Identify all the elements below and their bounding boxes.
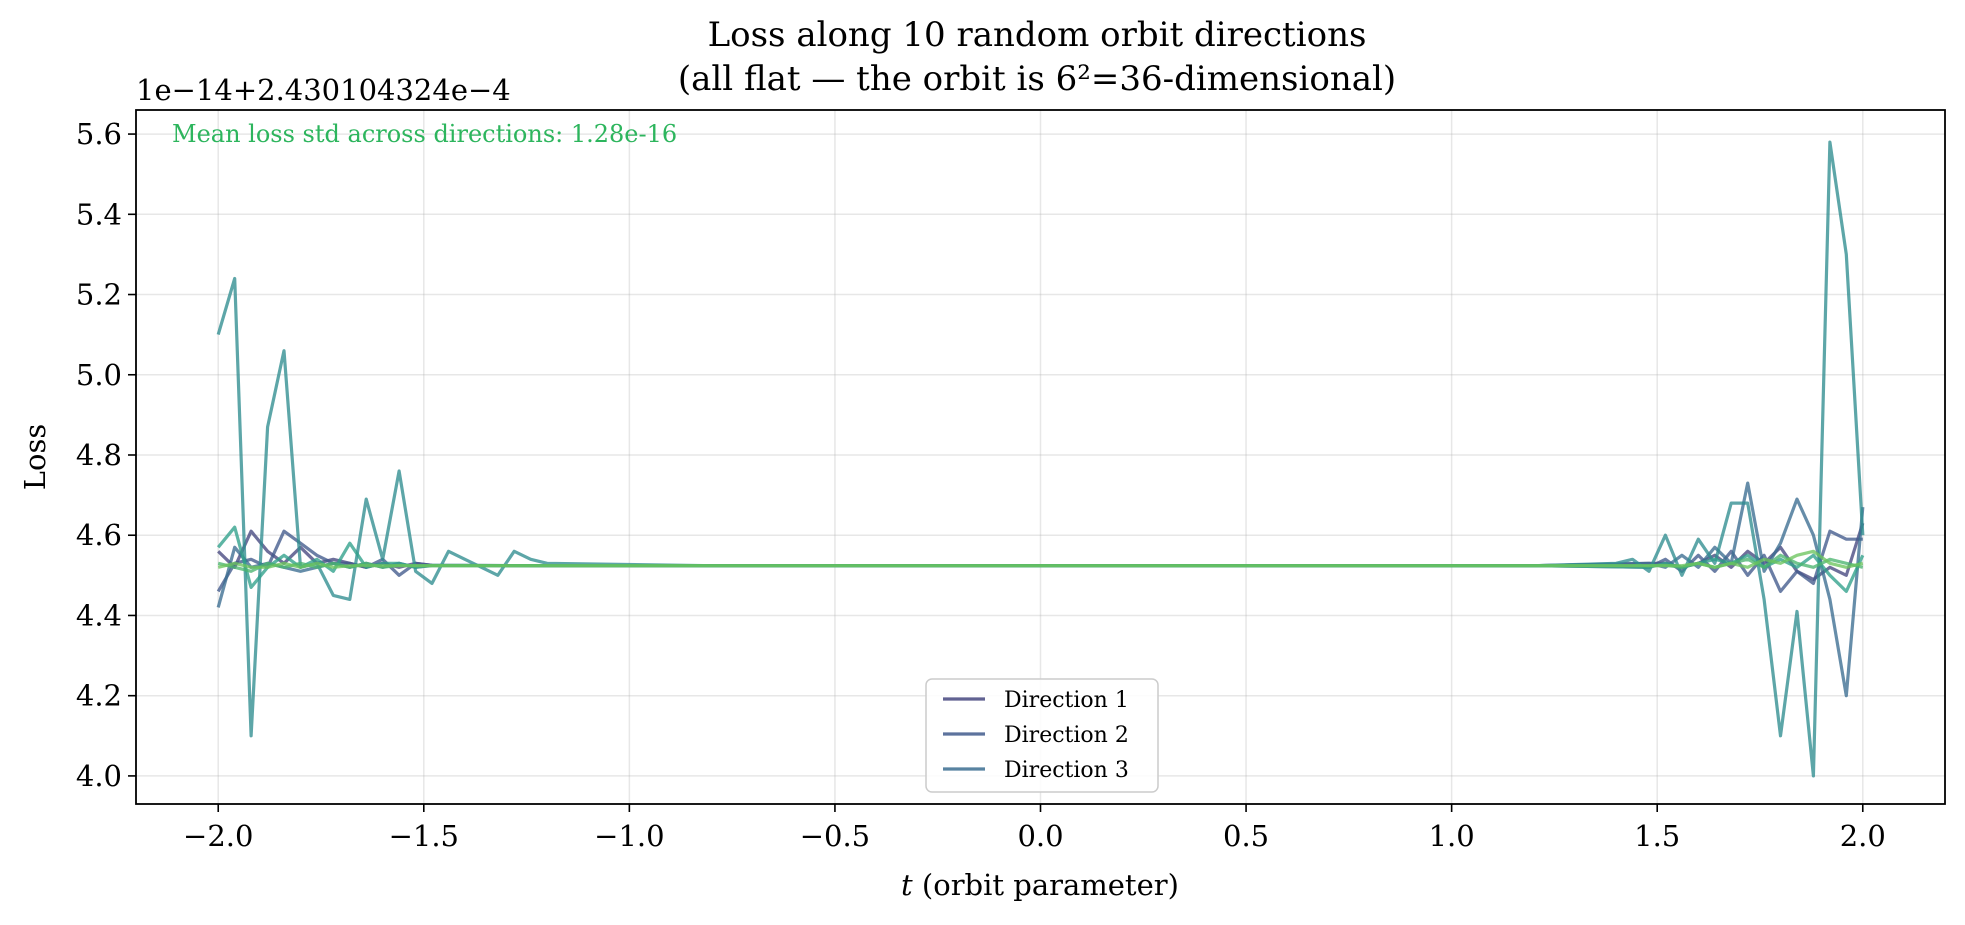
- series-lines: [216, 140, 1865, 778]
- y-axis-label: Loss: [18, 424, 52, 490]
- std-annotation: Mean loss std across directions: 1.28e-1…: [172, 120, 677, 148]
- y-tick-label: 5.4: [76, 197, 122, 231]
- x-tick-label: −1.0: [594, 819, 664, 853]
- grid-lines: [136, 110, 1945, 804]
- y-tick-label: 4.0: [76, 759, 122, 793]
- x-tick-label: −2.0: [183, 819, 253, 853]
- chart-subtitle: (all flat — the orbit is 6²=36-dimension…: [678, 59, 1396, 99]
- legend-label: Direction 3: [1004, 758, 1129, 783]
- y-tick-label: 4.6: [76, 518, 122, 552]
- x-tick-label: −1.5: [389, 819, 459, 853]
- y-axis-offset-text: 1e−14+2.430104324e−4: [136, 73, 511, 107]
- x-tick-label: 1.5: [1634, 819, 1680, 853]
- legend: Direction 1 Direction 2 Direction 3: [925, 678, 1159, 793]
- y-tick-label: 4.2: [76, 679, 122, 713]
- x-tick-label: 0.0: [1017, 819, 1063, 853]
- x-axis-label-symbol: t: [901, 868, 913, 902]
- legend-box: [925, 678, 1159, 793]
- y-tick-label: 5.0: [76, 358, 122, 392]
- x-axis-label: t (orbit parameter): [901, 868, 1179, 902]
- legend-label: Direction 1: [1004, 688, 1129, 713]
- y-axis-ticks: 4.0 4.2 4.4 4.6 4.8 5.0 5.2 5.4 5.6: [76, 117, 136, 793]
- x-axis-ticks: −2.0 −1.5 −1.0 −0.5 0.0 0.5 1.0 1.5 2.0: [183, 804, 1886, 853]
- series-line-4: [216, 140, 1865, 778]
- series-line-7: [217, 549, 1864, 569]
- y-tick-label: 4.4: [76, 598, 122, 632]
- chart-title: Loss along 10 random orbit directions: [708, 15, 1367, 55]
- legend-label: Direction 2: [1004, 723, 1129, 748]
- y-tick-label: 4.8: [76, 438, 122, 472]
- y-tick-label: 5.6: [76, 117, 122, 151]
- x-axis-label-text: (orbit parameter): [913, 868, 1179, 902]
- x-tick-label: 0.5: [1223, 819, 1269, 853]
- x-tick-label: 2.0: [1840, 819, 1886, 853]
- x-tick-label: 1.0: [1429, 819, 1475, 853]
- x-tick-label: −0.5: [800, 819, 870, 853]
- y-tick-label: 5.2: [76, 278, 122, 312]
